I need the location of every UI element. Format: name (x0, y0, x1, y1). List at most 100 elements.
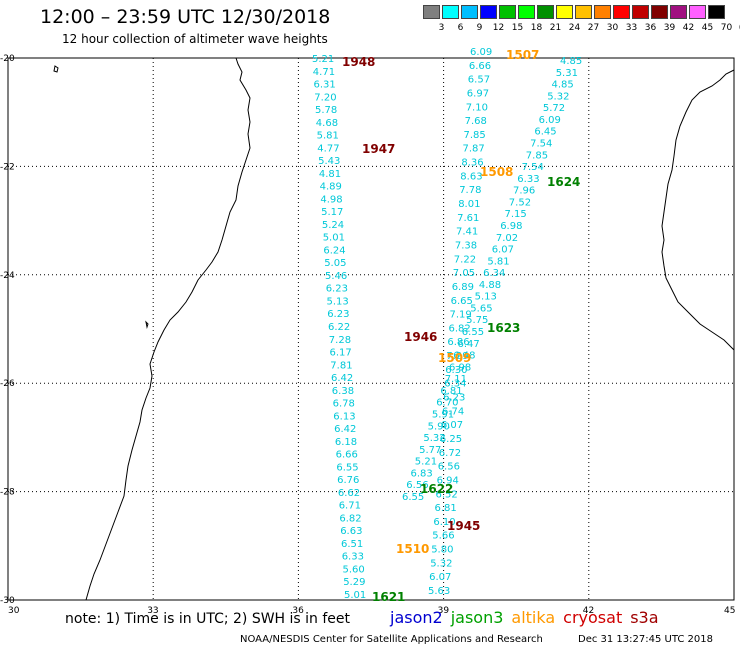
map-frame (7, 57, 735, 601)
wave-height-label: 6.07 (492, 245, 514, 256)
color-swatch (632, 5, 649, 19)
wave-height-label: 7.54 (522, 162, 544, 173)
wave-height-label: 6.23 (326, 284, 348, 295)
wave-height-label: 7.41 (456, 227, 478, 238)
island-1 (53, 65, 59, 73)
wave-height-label: 7.05 (453, 268, 475, 279)
color-scale-label: 36 (644, 23, 657, 33)
pass-number-label: 1507 (506, 48, 539, 62)
footer-timestamp: Dec 31 13:27:45 UTC 2018 (578, 634, 713, 645)
pass-number-label: 1621 (372, 590, 405, 604)
wave-height-label: 5.75 (466, 315, 488, 326)
wave-height-label: 4.85 (560, 56, 582, 67)
color-swatch (423, 5, 440, 19)
wave-height-label: 6.45 (534, 127, 556, 138)
wave-height-label: 6.31 (314, 80, 336, 91)
wave-height-label: 5.21 (312, 54, 334, 65)
pass-number-label: 1510 (396, 542, 429, 556)
pass-number-label: 1623 (487, 321, 520, 335)
wave-height-label: 6.78 (333, 399, 355, 410)
color-scale-label: 30 (606, 23, 619, 33)
wave-height-label: 7.68 (465, 116, 487, 127)
wave-height-label: 7.19 (450, 310, 472, 321)
lon-tick-label: 36 (292, 606, 304, 616)
wave-height-label: 6.82 (449, 323, 471, 334)
wave-height-label: 5.17 (321, 207, 343, 218)
wave-height-label: 7.20 (314, 92, 336, 103)
pass-number-label: 1945 (447, 519, 480, 533)
wave-height-label: 6.62 (338, 488, 360, 499)
wave-height-label: 6.82 (339, 513, 361, 524)
wave-height-label: 5.72 (543, 103, 565, 114)
map-title: 12:00 – 23:59 UTC 12/30/2018 (40, 6, 331, 28)
wave-height-label: 5.21 (415, 457, 437, 468)
wave-height-label: 6.23 (443, 393, 465, 404)
color-swatch (689, 5, 706, 19)
wave-height-label: 4.88 (479, 280, 501, 291)
wave-height-label: 6.98 (500, 221, 522, 232)
wave-height-label: 6.33 (517, 174, 539, 185)
lat-tick-label: -24 (0, 271, 15, 281)
wave-height-label: 6.42 (334, 424, 356, 435)
wave-height-label: 6.10 (433, 517, 455, 528)
wave-height-label: 6.42 (331, 373, 353, 384)
pass-number-label: 1622 (420, 482, 453, 496)
wave-height-label: 5.01 (323, 233, 345, 244)
wave-height-label: 6.47 (458, 339, 480, 350)
wave-height-label: 5.31 (556, 68, 578, 79)
lon-tick-label: 30 (8, 606, 20, 616)
wave-height-label: 6.66 (336, 450, 358, 461)
wave-height-label: 6.51 (341, 539, 363, 550)
wave-height-label: 7.02 (496, 233, 518, 244)
wave-height-label: 6.52 (436, 489, 458, 500)
satellite-legend-s3a: s3a (630, 608, 659, 627)
color-scale-label: 15 (511, 23, 524, 33)
wave-height-label: 6.98 (449, 362, 471, 373)
color-scale-label: 33 (625, 23, 638, 33)
wave-height-label: 4.68 (316, 118, 338, 129)
satellite-legend-jason3: jason3 (450, 608, 504, 627)
color-scale-label: 42 (682, 23, 695, 33)
color-swatch (670, 5, 687, 19)
wave-height-label: 6.89 (452, 282, 474, 293)
wave-height-label: 6.97 (467, 89, 489, 100)
wave-height-label: 7.15 (505, 209, 527, 220)
color-scale-label: 12 (492, 23, 505, 33)
wave-height-label: 6.63 (340, 526, 362, 537)
wave-height-label: 6.55 (336, 462, 358, 473)
wave-height-label: 6.18 (335, 437, 357, 448)
color-swatch (556, 5, 573, 19)
footer: NOAA/NESDIS Center for Satellite Applica… (240, 634, 713, 645)
color-swatch (518, 5, 535, 19)
wave-height-label: 6.70 (436, 398, 458, 409)
wave-height-label: 6.22 (328, 322, 350, 333)
wave-height-label: 6.71 (339, 501, 361, 512)
wave-height-label: 6.25 (440, 434, 462, 445)
wave-height-label: 7.11 (445, 374, 467, 385)
color-swatch (480, 5, 497, 19)
wave-height-label: 6.56 (438, 462, 460, 473)
satellite-legend-altika: altika (511, 608, 556, 627)
wave-height-label: 6.76 (337, 475, 359, 486)
wave-height-label: 7.85 (464, 130, 486, 141)
wave-height-label: 5.24 (322, 220, 344, 231)
wave-height-label: 5.80 (431, 545, 453, 556)
wave-height-label: 6.81 (435, 503, 457, 514)
coastline-africa (85, 57, 251, 601)
note-text: note: 1) Time is in UTC; 2) SWH is in fe… (65, 611, 351, 627)
pass-number-label: 1509 (438, 351, 471, 365)
wave-height-label: 6.34 (483, 268, 505, 279)
wave-height-label: 6.09 (539, 115, 561, 126)
wave-height-label: 6.48 (453, 351, 475, 362)
wave-height-label: 5.32 (423, 433, 445, 444)
wave-height-label: 7.54 (530, 139, 552, 150)
wave-height-label: 6.72 (439, 448, 461, 459)
color-swatch (499, 5, 516, 19)
wave-height-label: 7.28 (329, 335, 351, 346)
wave-height-label: 7.52 (509, 197, 531, 208)
lon-tick-label: 42 (583, 606, 594, 616)
wave-height-label: 6.07 (441, 420, 463, 431)
wave-height-label: 6.24 (323, 245, 345, 256)
map-subtitle: 12 hour collection of altimeter wave hei… (62, 32, 328, 46)
